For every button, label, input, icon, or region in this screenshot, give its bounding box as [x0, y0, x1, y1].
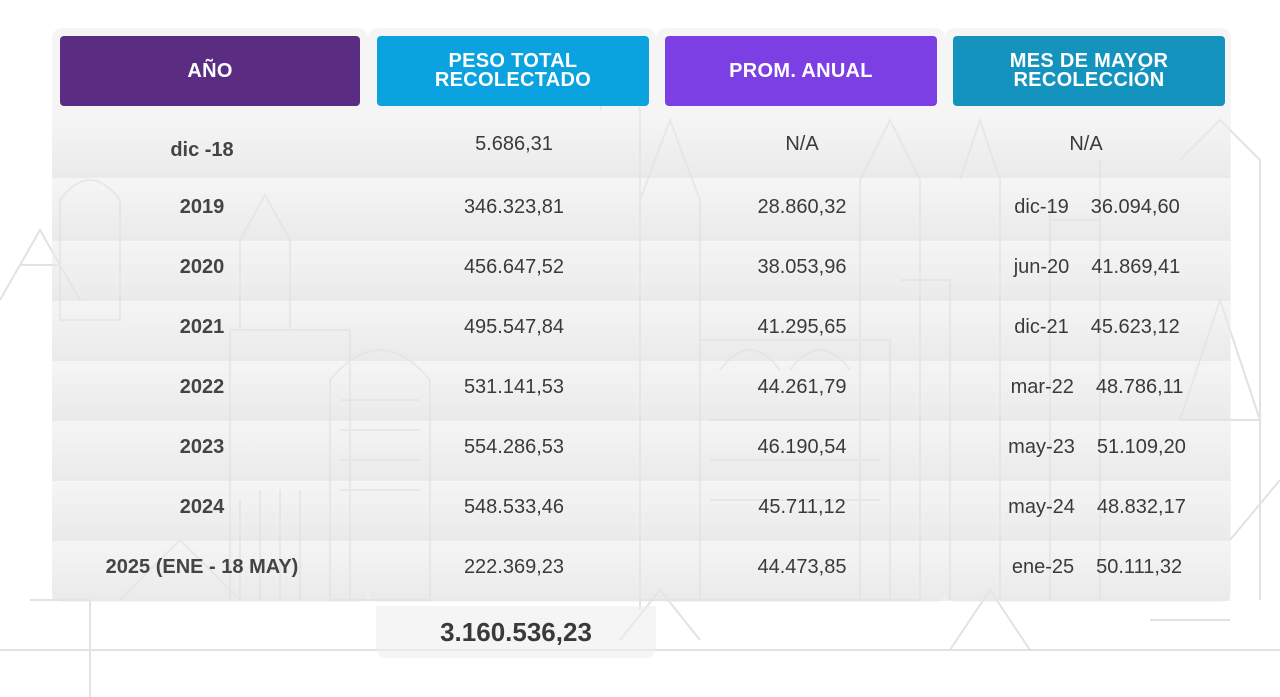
- mes-cell: dic-19 36.094,60: [952, 177, 1242, 237]
- year-cell: 2024: [179, 495, 225, 518]
- prom-cell: 28.860,32: [757, 195, 847, 218]
- mes-cell: N/A: [952, 114, 1242, 174]
- peso-cell: 5.686,31: [475, 132, 553, 155]
- year-header: AÑO: [60, 36, 360, 106]
- mes-month: may-23: [1008, 435, 1075, 458]
- prom-cell: 45.711,12: [758, 495, 846, 518]
- year-cell: 2020: [179, 255, 225, 278]
- mes-header: MES DE MAYOR RECOLECCIÓN: [953, 36, 1225, 106]
- table-row-band: [52, 541, 1230, 601]
- mes-header-line2: RECOLECCIÓN: [1013, 69, 1165, 91]
- table-row-band: [52, 421, 1230, 481]
- peso-header: PESO TOTAL RECOLECTADO: [377, 36, 649, 106]
- table-row-band: [52, 181, 1230, 241]
- prom-cell: N/A: [785, 132, 819, 155]
- mes-cell: ene-25 50.111,32: [952, 537, 1242, 597]
- mes-cell: dic-21 45.623,12: [952, 297, 1242, 357]
- mes-month: ene-25: [1011, 555, 1075, 578]
- prom-header-label: PROM. ANUAL: [729, 59, 873, 82]
- peso-cell: 548.533,46: [463, 495, 565, 518]
- mes-value: 45.623,12: [1090, 315, 1180, 338]
- prom-header: PROM. ANUAL: [665, 36, 937, 106]
- mes-cell: mar-22 48.786,11: [952, 357, 1242, 417]
- mes-value: 51.109,20: [1096, 435, 1186, 458]
- mes-value: 41.869,41: [1091, 255, 1181, 278]
- peso-cell: 222.369,23: [463, 555, 565, 578]
- mes-value: 50.111,32: [1096, 555, 1183, 578]
- prom-cell: 44.473,85: [757, 555, 847, 578]
- mes-month: N/A: [1069, 132, 1103, 155]
- mes-cell: may-23 51.109,20: [952, 417, 1242, 477]
- year-header-label: AÑO: [187, 59, 233, 82]
- mes-month: mar-22: [1010, 375, 1074, 398]
- mes-cell: jun-20 41.869,41: [952, 237, 1242, 297]
- year-cell: 2021: [179, 315, 225, 338]
- mes-value: 36.094,60: [1090, 195, 1180, 218]
- table-row-band: [52, 361, 1230, 421]
- table-row-band: [52, 118, 1230, 178]
- peso-cell: 456.647,52: [463, 255, 565, 278]
- year-cell: 2022: [179, 375, 225, 398]
- mes-month: may-24: [1008, 495, 1075, 518]
- mes-month: dic-21: [1014, 315, 1069, 338]
- year-cell: 2023: [179, 435, 225, 458]
- peso-cell: 495.547,84: [463, 315, 565, 338]
- prom-cell: 44.261,79: [757, 375, 847, 398]
- mes-cell: may-24 48.832,17: [952, 477, 1242, 537]
- peso-cell: 554.286,53: [463, 435, 565, 458]
- prom-cell: 41.295,65: [757, 315, 847, 338]
- mes-month: dic-19: [1014, 195, 1069, 218]
- year-cell: 2025 (ENE - 18 MAY): [105, 555, 299, 578]
- year-cell: dic -18: [170, 138, 234, 161]
- table-row-band: [52, 241, 1230, 301]
- year-cell: 2019: [179, 195, 225, 218]
- peso-header-line2: RECOLECTADO: [434, 69, 592, 91]
- mes-header-line1: MES DE MAYOR: [1009, 50, 1169, 72]
- prom-cell: 38.053,96: [757, 255, 847, 278]
- table-row-band: [52, 481, 1230, 541]
- mes-value: 48.786,11: [1095, 375, 1184, 398]
- total-value: 3.160.536,23: [376, 606, 656, 658]
- peso-cell: 531.141,53: [463, 375, 565, 398]
- mes-month: jun-20: [1013, 255, 1070, 278]
- table-row-band: [52, 301, 1230, 361]
- peso-cell: 346.323,81: [463, 195, 565, 218]
- mes-value: 48.832,17: [1096, 495, 1186, 518]
- prom-cell: 46.190,54: [757, 435, 847, 458]
- peso-header-line1: PESO TOTAL: [448, 50, 578, 72]
